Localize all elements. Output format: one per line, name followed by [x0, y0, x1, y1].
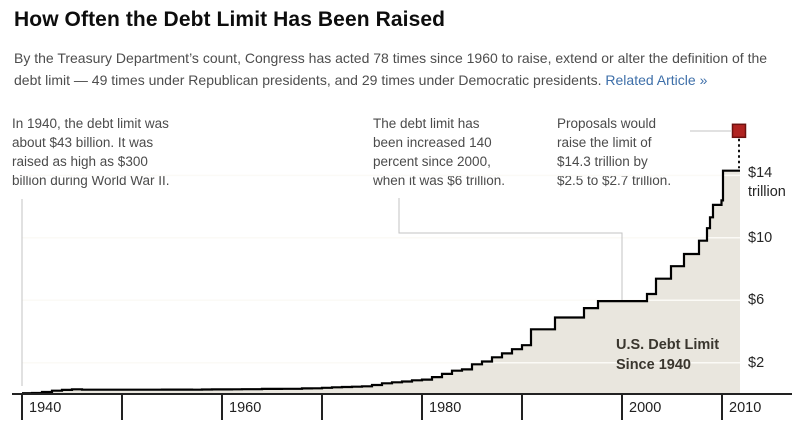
annotation-1940: In 1940, the debt limit was about $43 bi… — [12, 116, 170, 188]
y-axis-label-14: $14 trillion — [748, 165, 786, 201]
x-axis-ticks — [21, 394, 723, 420]
x-axis-label-1940: 1940 — [29, 400, 62, 416]
related-article-link[interactable]: Related Article » — [605, 71, 708, 88]
y-axis-label-10: $10 — [748, 229, 773, 246]
annotation-2000: The debt limit has been increased 140 pe… — [373, 116, 506, 188]
x-axis-label-2010: 2010 — [729, 400, 762, 416]
y-axis-label-2: $2 — [748, 354, 765, 371]
proposal-marker-square — [731, 123, 747, 139]
page-title: How Often the Debt Limit Has Been Raised — [14, 8, 446, 31]
x-axis-label-1980: 1980 — [429, 400, 462, 416]
chart-series-label: U.S. Debt Limit Since 1940 — [616, 337, 720, 373]
debt-limit-area-fill — [22, 170, 740, 394]
chart-description: By the Treasury Department’s count, Cong… — [14, 48, 800, 91]
leader-line-2000 — [398, 198, 623, 300]
description-text: By the Treasury Department’s count, Cong… — [14, 50, 768, 88]
annotation-proposal: Proposals would raise the limit of $14.3… — [557, 116, 672, 188]
y-axis-label-6: $6 — [748, 292, 765, 309]
x-axis-label-2000: 2000 — [629, 400, 662, 416]
debt-limit-step-line — [22, 169, 740, 395]
x-axis-label-1960: 1960 — [229, 400, 262, 416]
